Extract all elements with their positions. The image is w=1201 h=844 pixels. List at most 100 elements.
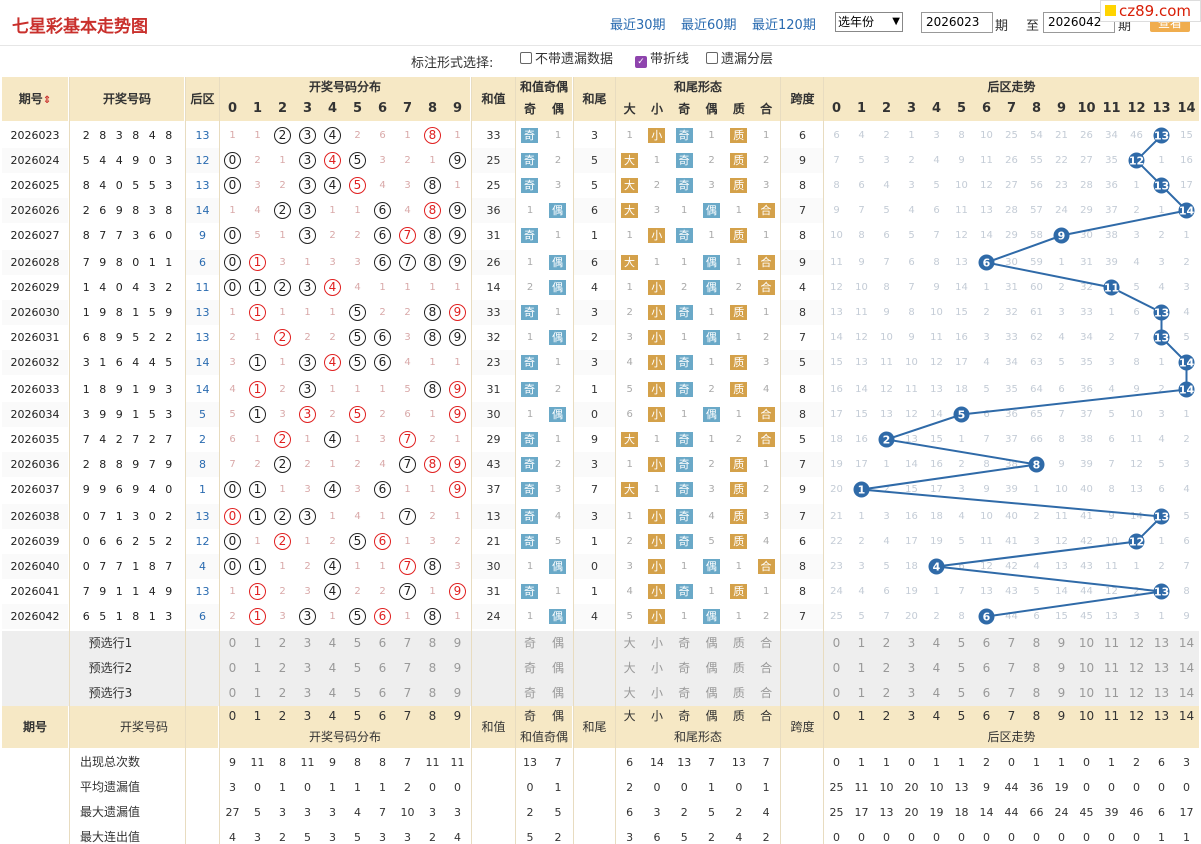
preselect-back[interactable]: 11 xyxy=(1103,661,1120,675)
preselect-digit[interactable]: 0 xyxy=(228,686,237,700)
preselect-parity[interactable]: 偶 xyxy=(551,661,564,675)
preselect-tailform[interactable]: 质 xyxy=(732,686,745,700)
preselect-digit[interactable]: 2 xyxy=(278,686,287,700)
preselect-back[interactable]: 2 xyxy=(882,661,891,675)
preselect-digit[interactable]: 9 xyxy=(453,636,462,650)
preselect-digit[interactable]: 1 xyxy=(253,686,262,700)
preselect-back[interactable]: 5 xyxy=(957,661,966,675)
preselect-digit[interactable]: 4 xyxy=(328,686,337,700)
preselect-back[interactable]: 1 xyxy=(857,636,866,650)
preselect-back[interactable]: 1 xyxy=(857,686,866,700)
preselect-back[interactable]: 6 xyxy=(982,661,991,675)
preselect-back[interactable]: 11 xyxy=(1103,636,1120,650)
preselect-back[interactable]: 14 xyxy=(1178,661,1195,675)
preselect-digit[interactable]: 6 xyxy=(378,686,387,700)
recent-60-link[interactable]: 最近60期 xyxy=(681,18,737,33)
preselect-digit[interactable]: 7 xyxy=(403,636,412,650)
preselect-back[interactable]: 6 xyxy=(982,686,991,700)
preselect-back[interactable]: 4 xyxy=(932,686,941,700)
recent-30-link[interactable]: 最近30期 xyxy=(610,18,666,33)
preselect-tailform[interactable]: 合 xyxy=(760,636,773,650)
preselect-digit[interactable]: 6 xyxy=(378,636,387,650)
preselect-back[interactable]: 6 xyxy=(982,636,991,650)
preselect-back[interactable]: 11 xyxy=(1103,686,1120,700)
preselect-digit[interactable]: 3 xyxy=(303,686,312,700)
preselect-tailform[interactable]: 偶 xyxy=(705,686,718,700)
preselect-digit[interactable]: 7 xyxy=(403,661,412,675)
preselect-back[interactable]: 10 xyxy=(1078,636,1095,650)
preselect-back[interactable]: 13 xyxy=(1153,686,1170,700)
preselect-digit[interactable]: 0 xyxy=(228,636,237,650)
preselect-back[interactable]: 7 xyxy=(1007,686,1016,700)
preselect-back[interactable]: 12 xyxy=(1128,636,1145,650)
preselect-digit[interactable]: 1 xyxy=(253,636,262,650)
preselect-back[interactable]: 3 xyxy=(907,636,916,650)
preselect-digit[interactable]: 9 xyxy=(453,661,462,675)
preselect-tailform[interactable]: 小 xyxy=(650,636,663,650)
preselect-back[interactable]: 8 xyxy=(1032,686,1041,700)
layer-checkbox[interactable]: 遗漏分层 xyxy=(706,52,773,68)
preselect-parity[interactable]: 奇 xyxy=(523,661,536,675)
preselect-digit[interactable]: 5 xyxy=(353,661,362,675)
preselect-tailform[interactable]: 质 xyxy=(732,636,745,650)
preselect-back[interactable]: 2 xyxy=(882,686,891,700)
preselect-back[interactable]: 0 xyxy=(832,636,841,650)
preselect-back[interactable]: 9 xyxy=(1057,636,1066,650)
preselect-digit[interactable]: 7 xyxy=(403,686,412,700)
preselect-tailform[interactable]: 大 xyxy=(623,661,636,675)
period-from-input[interactable]: 2026023 xyxy=(921,12,993,33)
preselect-digit[interactable]: 4 xyxy=(328,661,337,675)
preselect-digit[interactable]: 9 xyxy=(453,686,462,700)
preselect-tailform[interactable]: 奇 xyxy=(678,661,691,675)
preselect-back[interactable]: 4 xyxy=(932,636,941,650)
line-checkbox[interactable]: ✓ 带折线 xyxy=(635,52,689,68)
preselect-digit[interactable]: 3 xyxy=(303,661,312,675)
preselect-tailform[interactable]: 奇 xyxy=(678,636,691,650)
preselect-tailform[interactable]: 小 xyxy=(650,686,663,700)
preselect-back[interactable]: 7 xyxy=(1007,636,1016,650)
preselect-back[interactable]: 12 xyxy=(1128,661,1145,675)
preselect-parity[interactable]: 奇 xyxy=(523,686,536,700)
preselect-back[interactable]: 10 xyxy=(1078,686,1095,700)
preselect-digit[interactable]: 8 xyxy=(428,636,437,650)
preselect-back[interactable]: 5 xyxy=(957,636,966,650)
period-header[interactable]: 期号⇕ xyxy=(2,77,68,121)
preselect-back[interactable]: 1 xyxy=(857,661,866,675)
preselect-parity[interactable]: 奇 xyxy=(523,636,536,650)
preselect-digit[interactable]: 0 xyxy=(228,661,237,675)
preselect-tailform[interactable]: 合 xyxy=(760,661,773,675)
preselect-back[interactable]: 4 xyxy=(932,661,941,675)
period-to-input[interactable]: 2026042 xyxy=(1043,12,1115,33)
preselect-digit[interactable]: 8 xyxy=(428,686,437,700)
preselect-back[interactable]: 12 xyxy=(1128,686,1145,700)
preselect-back[interactable]: 0 xyxy=(832,661,841,675)
preselect-tailform[interactable]: 偶 xyxy=(705,661,718,675)
preselect-parity[interactable]: 偶 xyxy=(551,636,564,650)
preselect-digit[interactable]: 6 xyxy=(378,661,387,675)
preselect-digit[interactable]: 4 xyxy=(328,636,337,650)
preselect-tailform[interactable]: 奇 xyxy=(678,686,691,700)
preselect-tailform[interactable]: 质 xyxy=(732,661,745,675)
preselect-back[interactable]: 8 xyxy=(1032,661,1041,675)
preselect-back[interactable]: 14 xyxy=(1178,636,1195,650)
preselect-back[interactable]: 13 xyxy=(1153,661,1170,675)
preselect-tailform[interactable]: 大 xyxy=(623,686,636,700)
preselect-back[interactable]: 9 xyxy=(1057,686,1066,700)
preselect-back[interactable]: 10 xyxy=(1078,661,1095,675)
recent-120-link[interactable]: 最近120期 xyxy=(752,18,816,33)
preselect-back[interactable]: 0 xyxy=(832,686,841,700)
no-miss-checkbox[interactable]: 不带遗漏数据 xyxy=(520,52,613,68)
preselect-back[interactable]: 3 xyxy=(907,686,916,700)
preselect-parity[interactable]: 偶 xyxy=(551,686,564,700)
preselect-back[interactable]: 3 xyxy=(907,661,916,675)
preselect-back[interactable]: 5 xyxy=(957,686,966,700)
preselect-digit[interactable]: 5 xyxy=(353,636,362,650)
preselect-digit[interactable]: 1 xyxy=(253,661,262,675)
preselect-back[interactable]: 14 xyxy=(1178,686,1195,700)
preselect-tailform[interactable]: 偶 xyxy=(705,636,718,650)
preselect-back[interactable]: 7 xyxy=(1007,661,1016,675)
preselect-digit[interactable]: 3 xyxy=(303,636,312,650)
preselect-tailform[interactable]: 小 xyxy=(650,661,663,675)
preselect-back[interactable]: 2 xyxy=(882,636,891,650)
preselect-back[interactable]: 9 xyxy=(1057,661,1066,675)
